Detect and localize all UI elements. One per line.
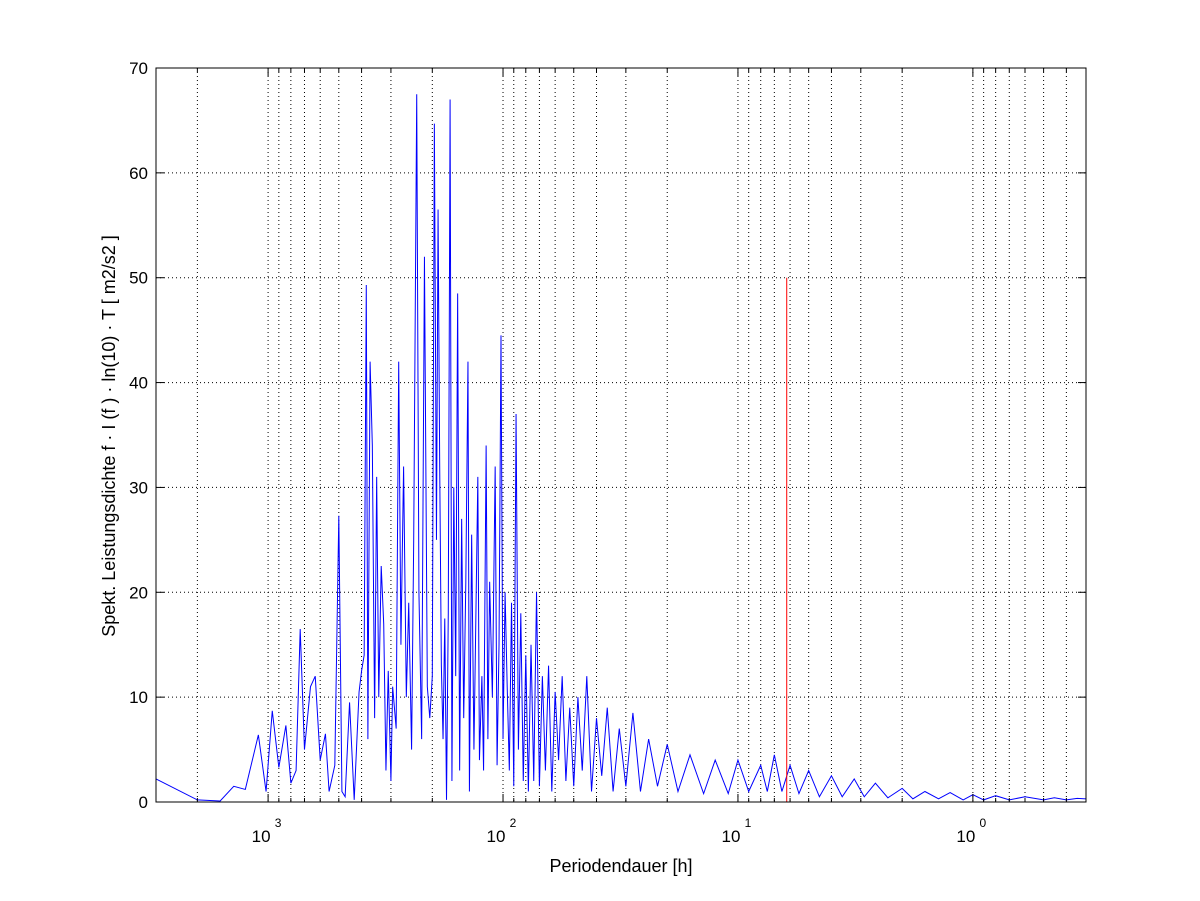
x-tick-labels: 10 3 10 2 10 1 10 0 — [252, 816, 987, 846]
x-tick-label-base: 10 — [956, 827, 975, 846]
y-tick-label: 10 — [129, 688, 148, 707]
tick-layer — [155, 67, 1086, 803]
series-layer — [155, 94, 1087, 802]
y-tick-label: 30 — [129, 478, 148, 497]
spectrum-series-line — [155, 94, 1087, 802]
y-tick-label: 20 — [129, 583, 148, 602]
x-tick-label-base: 10 — [252, 827, 271, 846]
y-tick-label: 70 — [129, 59, 148, 78]
x-tick-label: 10 0 — [956, 816, 986, 846]
y-tick-label: 40 — [129, 374, 148, 393]
x-tick-label: 10 3 — [252, 816, 282, 846]
x-tick-label-exponent: 0 — [980, 816, 987, 830]
y-tick-labels: 0 10 20 30 40 50 60 70 — [129, 59, 148, 812]
plot-area — [156, 68, 1086, 802]
x-tick-label-exponent: 1 — [745, 816, 752, 830]
plot-frame — [155, 67, 1087, 803]
x-tick-label: 10 2 — [487, 816, 517, 846]
grid-lines — [155, 68, 1086, 802]
y-tick-label: 60 — [129, 164, 148, 183]
y-tick-label: 50 — [129, 269, 148, 288]
y-axis-label: Spekt. Leistungsdichte f · I (f ) · ln(1… — [99, 235, 119, 636]
x-tick-label-base: 10 — [721, 827, 740, 846]
y-tick-label: 0 — [139, 793, 148, 812]
x-axis-label: Periodendauer [h] — [549, 856, 692, 876]
x-tick-label-exponent: 2 — [510, 816, 517, 830]
x-tick-label-base: 10 — [487, 827, 506, 846]
x-tick-label: 10 1 — [721, 816, 751, 846]
x-tick-label-exponent: 3 — [275, 816, 282, 830]
